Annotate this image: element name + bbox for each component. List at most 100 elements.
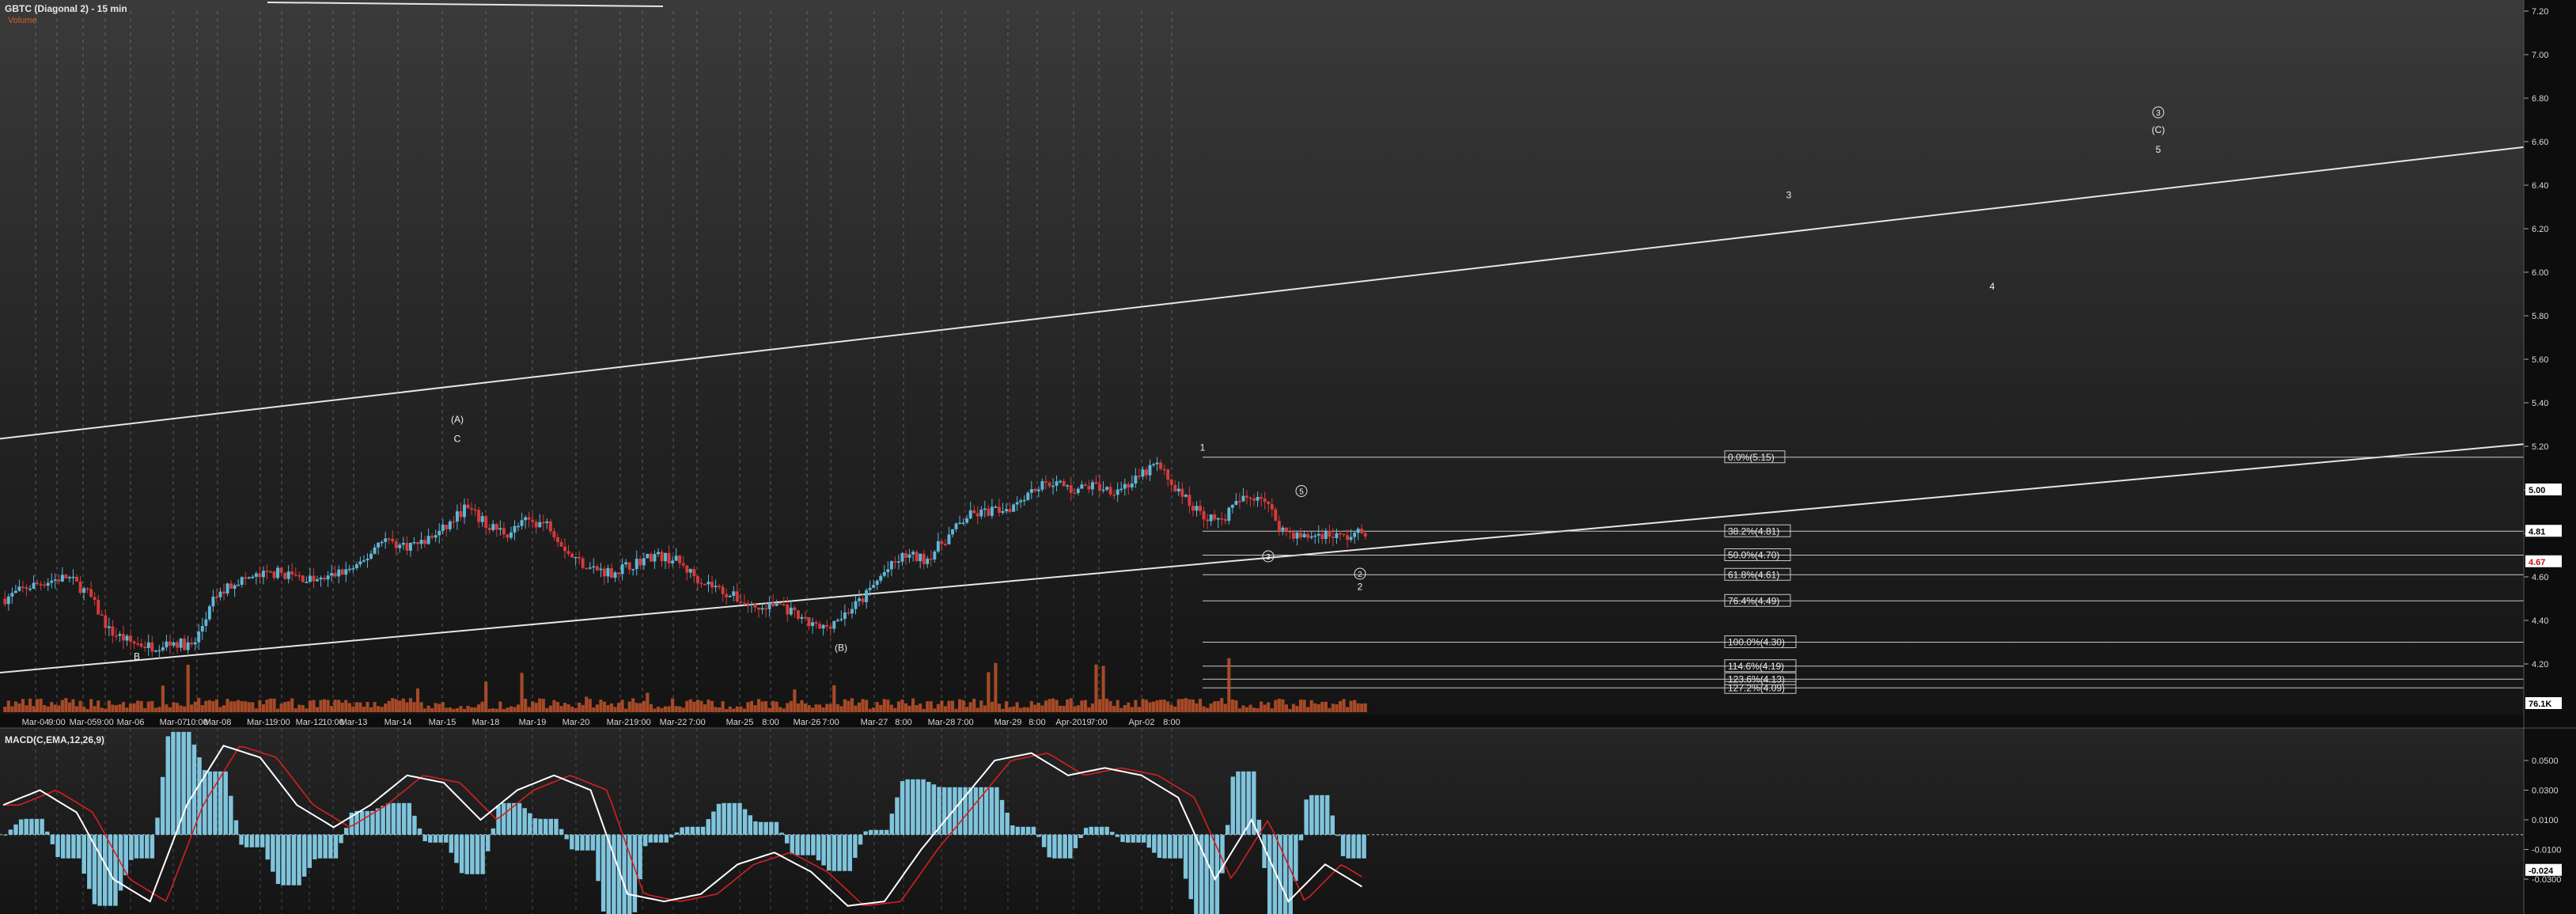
volume-bar bbox=[233, 701, 237, 712]
candle-body bbox=[915, 552, 919, 561]
volume-bar bbox=[919, 704, 922, 712]
volume-bar bbox=[100, 707, 104, 712]
volume-bar bbox=[93, 706, 97, 712]
candle-body bbox=[548, 521, 552, 532]
macd-histogram-bar bbox=[784, 834, 790, 844]
candle-body bbox=[233, 585, 237, 589]
candle-body bbox=[868, 587, 872, 590]
candle-body bbox=[190, 642, 194, 645]
macd-histogram-bar bbox=[1252, 771, 1256, 835]
volume-bar bbox=[1119, 707, 1123, 712]
candle-body bbox=[524, 517, 528, 521]
candle-body bbox=[832, 620, 836, 629]
candle-body bbox=[900, 553, 904, 562]
candle-body bbox=[570, 553, 574, 558]
macd-histogram-bar bbox=[528, 813, 532, 835]
macd-histogram-bar bbox=[1183, 834, 1188, 879]
candle-body bbox=[1209, 514, 1213, 521]
macd-histogram-bar bbox=[564, 834, 569, 840]
candle-body bbox=[828, 626, 832, 629]
macd-histogram-bar bbox=[286, 834, 291, 886]
candle-body bbox=[818, 624, 822, 629]
candle-body bbox=[746, 603, 750, 605]
volume-bar bbox=[735, 706, 739, 712]
volume-bar bbox=[276, 708, 280, 712]
volume-bar bbox=[1206, 707, 1210, 712]
macd-histogram-bar bbox=[842, 834, 847, 871]
volume-bar bbox=[509, 706, 513, 712]
candle-body bbox=[936, 540, 940, 552]
volume-bar bbox=[1256, 707, 1260, 712]
volume-bar bbox=[760, 701, 764, 712]
macd-histogram-bar bbox=[1052, 834, 1057, 859]
candle-body bbox=[373, 547, 377, 554]
volume-bar bbox=[688, 699, 692, 712]
time-tick-label: Mar-13 bbox=[340, 718, 368, 727]
macd-histogram-bar bbox=[1356, 834, 1362, 859]
volume-bar bbox=[646, 692, 650, 712]
macd-panel[interactable] bbox=[0, 728, 2524, 914]
volume-bar bbox=[516, 704, 521, 712]
volume-bar bbox=[534, 703, 538, 712]
volume-bar bbox=[653, 708, 657, 712]
volume-bar bbox=[494, 708, 498, 712]
wave-label: 3 bbox=[1266, 553, 1271, 562]
volume-bar bbox=[21, 699, 25, 712]
macd-histogram-bar bbox=[669, 834, 674, 838]
macd-histogram-bar bbox=[491, 828, 496, 835]
volume-bar bbox=[46, 706, 50, 712]
volume-bar bbox=[1040, 705, 1044, 712]
macd-histogram-bar bbox=[1362, 834, 1366, 859]
macd-histogram-bar bbox=[1178, 834, 1183, 859]
candle-body bbox=[1339, 533, 1342, 535]
candle-body bbox=[1216, 518, 1220, 520]
candle-body bbox=[1328, 530, 1332, 537]
candle-body bbox=[244, 577, 248, 579]
candle-body bbox=[1176, 488, 1180, 491]
volume-bar bbox=[1184, 698, 1188, 712]
macd-histogram-bar bbox=[417, 828, 422, 835]
candle-body bbox=[494, 524, 498, 530]
candle-body bbox=[1015, 502, 1019, 505]
volume-bar bbox=[1087, 707, 1091, 712]
candle-body bbox=[294, 574, 297, 576]
candle-body bbox=[60, 575, 64, 582]
candle-body bbox=[718, 586, 722, 587]
volume-bar bbox=[1191, 699, 1195, 712]
candle-body bbox=[229, 583, 233, 589]
price-axis[interactable] bbox=[2524, 0, 2576, 914]
wave-label: 2 bbox=[1358, 571, 1362, 579]
candle-body bbox=[1169, 480, 1173, 485]
price-tick-label: 7.20 bbox=[2532, 7, 2548, 17]
candle-body bbox=[1356, 529, 1360, 533]
macd-tick-label: 0.0100 bbox=[2532, 816, 2559, 825]
candle-body bbox=[89, 589, 93, 597]
macd-histogram-bar bbox=[590, 834, 596, 851]
volume-bar bbox=[1026, 707, 1030, 712]
macd-histogram-bar bbox=[50, 834, 55, 844]
volume-bar bbox=[832, 685, 836, 712]
volume-bar bbox=[438, 704, 441, 712]
candle-body bbox=[1263, 499, 1267, 503]
volume-bar bbox=[893, 707, 897, 712]
candle-body bbox=[32, 582, 36, 589]
volume-bar bbox=[322, 699, 327, 712]
volume-bar bbox=[882, 699, 886, 712]
candle-body bbox=[807, 617, 811, 627]
candle-body bbox=[50, 580, 54, 583]
volume-bar bbox=[168, 707, 172, 712]
volume-bar bbox=[1044, 700, 1048, 712]
candle-body bbox=[786, 605, 790, 615]
candle-body bbox=[965, 518, 969, 523]
volume-bar bbox=[821, 707, 825, 712]
candle-body bbox=[599, 568, 603, 571]
price-chart-panel[interactable] bbox=[0, 0, 2524, 715]
candle-body bbox=[911, 552, 915, 555]
volume-bar bbox=[725, 708, 729, 712]
macd-histogram-bar bbox=[275, 834, 281, 885]
time-tick-label: Apr-02 bbox=[1128, 718, 1154, 727]
candle-body bbox=[1173, 484, 1177, 491]
macd-histogram-bar bbox=[449, 834, 454, 853]
wave-label: (C) bbox=[2152, 124, 2165, 135]
candle-body bbox=[732, 591, 736, 596]
